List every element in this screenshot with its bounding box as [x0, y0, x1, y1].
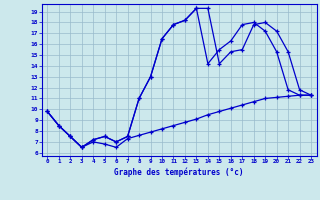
X-axis label: Graphe des températures (°c): Graphe des températures (°c) — [115, 167, 244, 177]
